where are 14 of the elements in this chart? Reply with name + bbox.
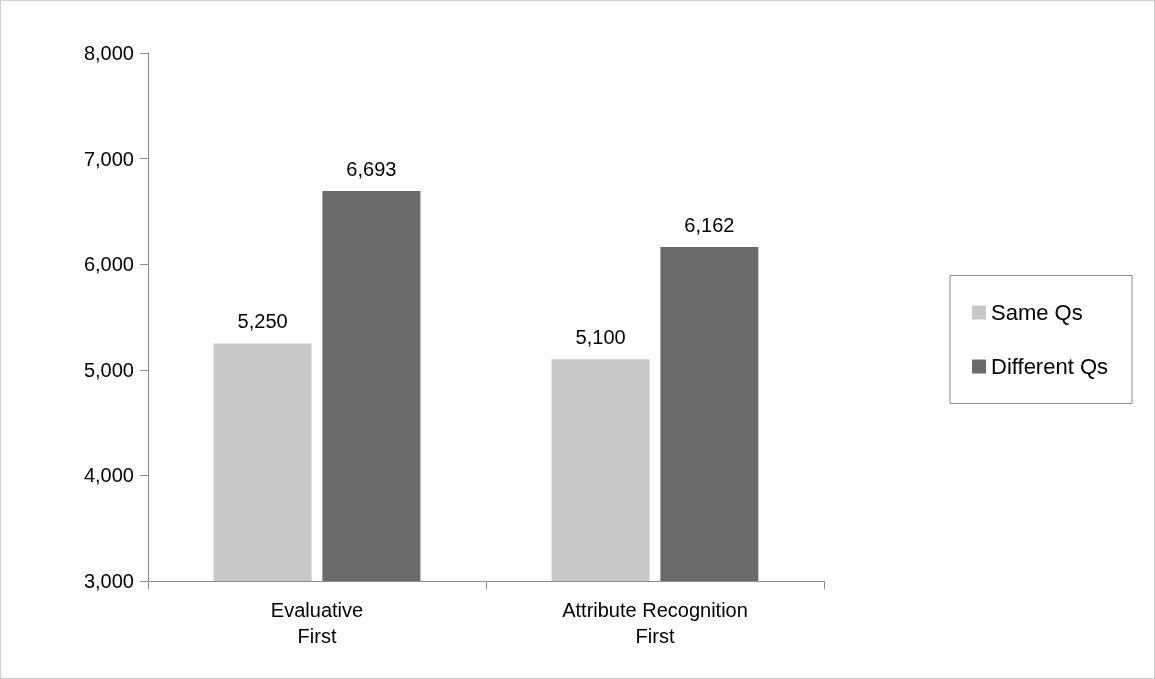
y-tick-label: 4,000 bbox=[83, 464, 134, 487]
y-tick-label: 6,000 bbox=[83, 253, 134, 276]
y-tick-label: 8,000 bbox=[83, 42, 134, 64]
data-label: 5,100 bbox=[575, 326, 626, 349]
y-tick-label: 5,000 bbox=[83, 358, 134, 381]
x-tick-label: Attribute Recognition First bbox=[562, 599, 748, 647]
data-label: 6,693 bbox=[346, 158, 397, 181]
y-tick-label: 3,000 bbox=[83, 570, 134, 592]
y-tick-label: 7,000 bbox=[83, 147, 134, 170]
data-label: 5,250 bbox=[237, 310, 288, 333]
legend-label: Same Qs bbox=[991, 300, 1083, 325]
data-label: 6,162 bbox=[684, 214, 735, 237]
legend-label: Different Qs bbox=[991, 354, 1109, 379]
x-tick-label: Evaluative First bbox=[270, 599, 364, 647]
